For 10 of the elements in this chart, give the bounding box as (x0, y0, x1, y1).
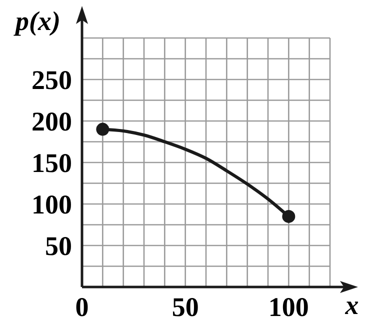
y-tick-label: 100 (32, 189, 72, 220)
x-tick-label: 50 (172, 292, 199, 322)
y-tick-label: 200 (32, 106, 72, 136)
y-tick-label: 50 (45, 230, 72, 261)
x-axis-title: x (344, 290, 359, 320)
x-tick-label: 100 (268, 292, 309, 322)
x-tick-label: 0 (75, 292, 89, 322)
y-tick-label: 250 (32, 64, 72, 95)
y-axis-title: p(x) (14, 6, 60, 36)
y-tick-label: 150 (32, 148, 72, 178)
